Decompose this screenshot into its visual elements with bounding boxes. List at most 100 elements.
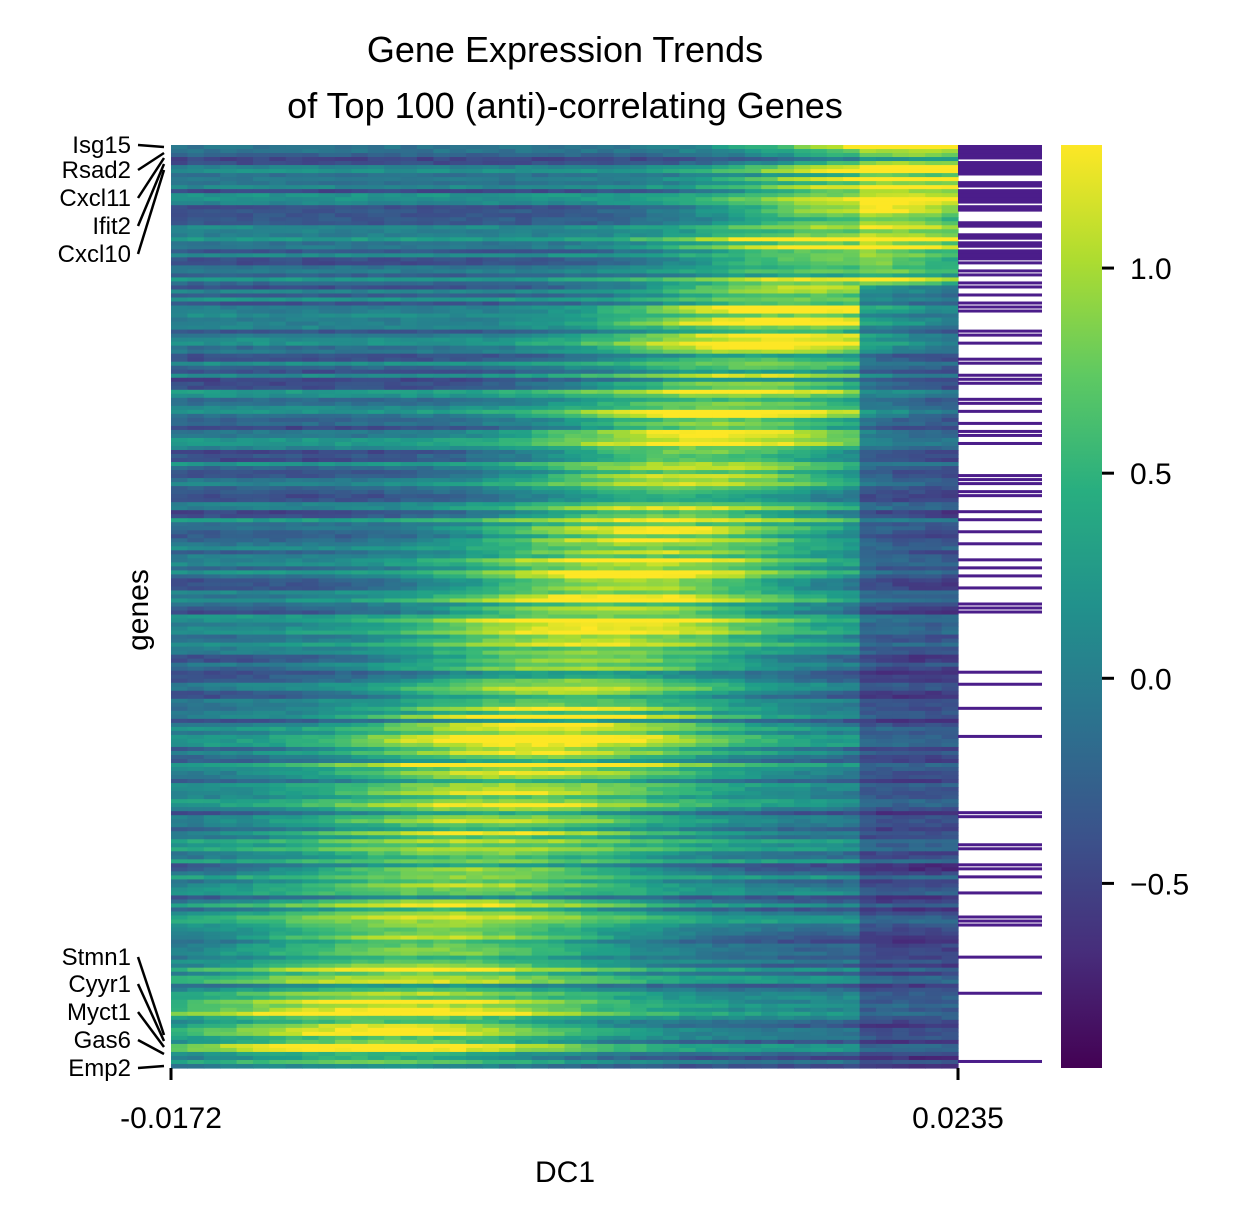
heatmap-cell [220,257,238,262]
heatmap-cell [876,357,894,363]
heatmap-cell [646,429,664,435]
heatmap-cell [744,189,762,194]
heatmap-cell [843,333,861,339]
heatmap-cell [679,377,697,383]
heatmap-cell [318,325,336,331]
heatmap-cell [466,313,484,319]
heatmap-cell [384,233,402,238]
heatmap-cell [384,253,402,258]
heatmap-cell [269,353,287,359]
heatmap-cell [466,301,484,307]
heatmap-cell [744,393,762,399]
heatmap-cell [925,445,943,451]
heatmap-cell [351,413,369,419]
heatmap-cell [597,466,615,471]
heatmap-cell [925,269,943,275]
heatmap-cell [400,337,418,343]
heatmap-cell [351,153,369,158]
heatmap-cell [416,550,434,555]
heatmap-cell [400,293,418,299]
heatmap-cell [941,486,959,491]
heatmap-cell [351,277,369,283]
heatmap-cell [433,546,451,551]
heatmap-cell [400,249,418,254]
heatmap-cell [187,257,205,262]
heatmap-cell [400,405,418,411]
heatmap-cell [794,325,812,331]
heatmap-cell [433,285,451,291]
heatmap-cell [515,413,533,419]
heatmap-cell [466,273,484,279]
heatmap-cell [826,313,844,319]
heatmap-cell [843,325,861,331]
heatmap-cell [269,161,287,166]
heatmap-cell [597,217,615,222]
heatmap-cell [449,502,467,507]
heatmap-cell [630,409,648,415]
heatmap-cell [515,181,533,186]
heatmap-cell [892,550,910,555]
heatmap-cell [187,193,205,198]
heatmap-cell [580,498,598,503]
heatmap-cell [548,381,566,387]
heatmap-row [171,429,959,435]
heatmap-cell [728,401,746,407]
heatmap-cell [712,253,730,258]
heatmap-cell [580,369,598,375]
heatmap-cell [548,261,566,266]
heatmap-cell [876,309,894,315]
heatmap-cell [597,357,615,363]
heatmap-cell [236,197,254,202]
heatmap-cell [466,213,484,218]
heatmap-cell [728,538,746,543]
heatmap-cell [712,498,730,503]
heatmap-cell [416,317,434,323]
heatmap-cell [662,185,680,190]
heatmap-cell [400,273,418,279]
heatmap-cell [334,357,352,363]
heatmap-cell [351,357,369,363]
heatmap-cell [433,325,451,331]
heatmap-cell [548,269,566,275]
heatmap-cell [679,462,697,467]
heatmap-cell [597,538,615,543]
heatmap-cell [269,361,287,367]
heatmap-cell [482,486,500,491]
heatmap-cell [236,253,254,258]
heatmap-cell [613,341,631,347]
heatmap-cell [908,309,926,315]
heatmap-cell [236,261,254,266]
heatmap-cell [187,518,205,523]
heatmap-cell [367,249,385,254]
heatmap-cell [449,229,467,234]
heatmap-cell [187,385,205,391]
heatmap-cell [876,466,894,471]
heatmap-cell [203,550,221,555]
heatmap-cell [925,325,943,331]
heatmap-cell [941,289,959,295]
heatmap-cell [859,225,877,230]
heatmap-cell [187,413,205,419]
heatmap-cell [744,229,762,234]
heatmap-cell [351,213,369,218]
heatmap-cell [646,201,664,206]
heatmap-cell [220,409,238,415]
heatmap-cell [630,201,648,206]
heatmap-cell [728,225,746,230]
heatmap-cell [220,449,238,455]
heatmap-cell [613,478,631,483]
heatmap-cell [941,341,959,347]
heatmap-cell [334,502,352,507]
heatmap-cell [580,385,598,391]
heatmap-cell [400,502,418,507]
heatmap-cell [580,193,598,198]
heatmap-cell [318,498,336,503]
heatmap-cell [531,265,549,270]
heatmap-cell [613,329,631,335]
heatmap-cell [548,285,566,291]
heatmap-cell [794,181,812,186]
heatmap-cell [925,281,943,287]
heatmap-cell [334,221,352,226]
heatmap-cell [318,217,336,222]
heatmap-cell [662,445,680,451]
